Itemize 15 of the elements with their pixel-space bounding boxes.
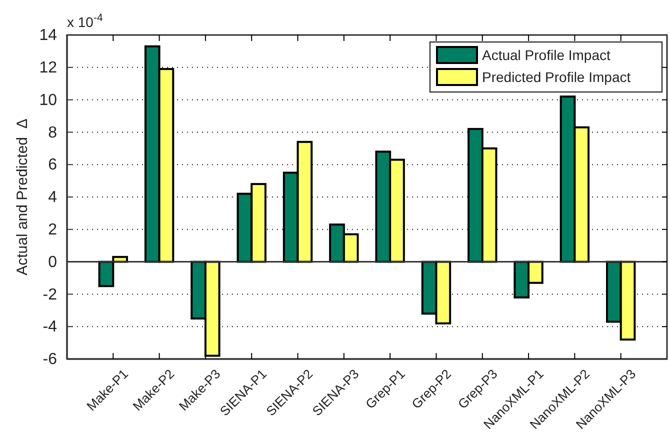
y-tick-label: 2 xyxy=(48,222,58,239)
y-tick-label: 10 xyxy=(39,92,58,109)
y-tick-label: 12 xyxy=(39,60,58,77)
y-tick-label: 6 xyxy=(48,156,58,174)
y-tick-label: 0 xyxy=(48,254,58,271)
y-tick-label: 8 xyxy=(48,124,58,142)
legend-label: Actual Profile Impact xyxy=(482,47,610,63)
legend-label: Predicted Profile Impact xyxy=(482,69,631,85)
y-tick-label: 14 xyxy=(39,27,58,44)
y-tick-label: -6 xyxy=(42,351,58,368)
y-axis-title: Actual and Predicted Δ xyxy=(14,118,31,276)
y-tick-label: 4 xyxy=(48,189,58,206)
y-tick-label: -2 xyxy=(42,286,58,304)
text: x 10$^{-4}$ xyxy=(67,12,103,30)
y-tick-label: -4 xyxy=(42,318,58,336)
